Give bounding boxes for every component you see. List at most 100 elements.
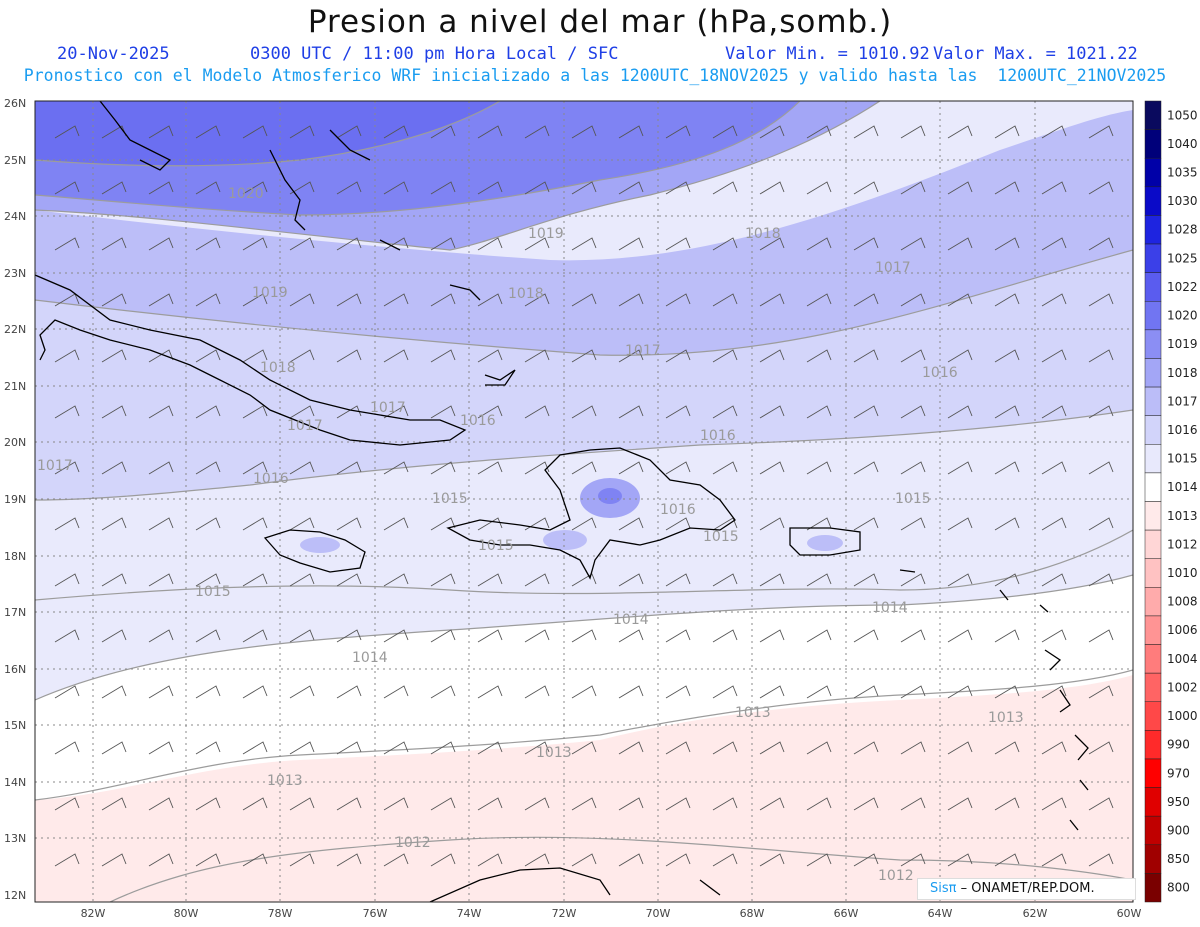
wind-barb: [806, 293, 832, 307]
wind-barb: [477, 853, 503, 867]
colorbar-label: 900: [1167, 823, 1190, 837]
wind-barb: [148, 181, 174, 195]
wind-barb: [242, 293, 268, 307]
lat-label: 15N: [4, 719, 26, 732]
wind-barb: [54, 349, 80, 363]
wind-barb: [148, 405, 174, 419]
wind-barb: [900, 629, 926, 643]
wind-barb: [383, 125, 409, 139]
wind-barb: [712, 461, 738, 475]
map-frame: [34, 100, 1134, 903]
isobar-label: 1015: [703, 529, 739, 545]
wind-barb: [430, 405, 456, 419]
wind-barb: [1088, 573, 1114, 587]
wind-barb: [383, 853, 409, 867]
wind-barb: [853, 405, 879, 419]
wind-barb: [900, 797, 926, 811]
lon-label: 72W: [552, 907, 577, 920]
wind-barb: [336, 629, 362, 643]
wind-barb: [242, 237, 268, 251]
colorbar-swatch: [1144, 701, 1162, 731]
wind-barb: [853, 853, 879, 867]
wind-barb: [806, 853, 832, 867]
wind-barb: [900, 685, 926, 699]
wind-barb: [806, 741, 832, 755]
wind-barb: [148, 741, 174, 755]
wind-barb: [712, 349, 738, 363]
colorbar-swatch: [1144, 386, 1162, 416]
bahamas-coast: [269, 129, 516, 386]
colorbar-label: 970: [1167, 766, 1190, 780]
wind-barb: [336, 349, 362, 363]
wind-barb: [524, 741, 550, 755]
wind-barb: [383, 629, 409, 643]
wind-barb: [195, 461, 221, 475]
wind-barb: [1041, 629, 1067, 643]
wind-barb: [900, 853, 926, 867]
wind-barb: [665, 741, 691, 755]
wind-barb: [1088, 237, 1114, 251]
wind-barb: [336, 293, 362, 307]
wind-barb: [101, 853, 127, 867]
wind-barb: [430, 629, 456, 643]
wind-barb: [289, 629, 315, 643]
isobar-label: 1013: [988, 710, 1024, 726]
wind-barb: [242, 797, 268, 811]
wind-barb: [712, 797, 738, 811]
wind-barb: [900, 349, 926, 363]
wind-barb: [806, 797, 832, 811]
wind-barb: [806, 181, 832, 195]
wind-barb: [665, 293, 691, 307]
wind-barb: [712, 741, 738, 755]
cuba-coast: [35, 274, 467, 446]
wind-barb: [947, 797, 973, 811]
wind-barb: [806, 573, 832, 587]
lat-label: 25N: [4, 154, 26, 167]
wind-barb: [148, 685, 174, 699]
colorbar-swatch: [1144, 587, 1162, 617]
wind-barb: [1041, 461, 1067, 475]
colorbar-swatch: [1144, 129, 1162, 159]
wind-barb: [994, 797, 1020, 811]
wind-barb: [195, 237, 221, 251]
wind-barb: [383, 685, 409, 699]
wind-barb: [618, 293, 644, 307]
wind-barb: [665, 573, 691, 587]
colorbar-label: 1030: [1167, 194, 1198, 208]
wind-barb: [477, 461, 503, 475]
wind-barb: [336, 181, 362, 195]
wind-barb: [524, 517, 550, 531]
wind-barb: [618, 237, 644, 251]
isobar-label: 1017: [625, 343, 661, 359]
lat-label: 13N: [4, 832, 26, 845]
colorbar-swatch: [1144, 415, 1162, 445]
wind-barb: [806, 405, 832, 419]
wind-barb: [524, 181, 550, 195]
wind-barb: [712, 405, 738, 419]
wind-barb: [947, 685, 973, 699]
colorbar-swatch: [1144, 672, 1162, 703]
wind-barb: [289, 237, 315, 251]
colorbar-swatch: [1144, 472, 1162, 502]
wind-barb: [195, 125, 221, 139]
wind-barb: [54, 461, 80, 475]
wind-barb: [524, 629, 550, 643]
wind-barb: [1041, 293, 1067, 307]
forecast-time: 0300 UTC / 11:00 pm Hora Local / SFC: [250, 44, 619, 64]
wind-barb: [148, 629, 174, 643]
wind-barb: [195, 685, 221, 699]
colorbar-swatch: [1144, 358, 1162, 388]
colorbar-label: 1004: [1167, 652, 1198, 666]
colorbar-swatch: [1144, 844, 1162, 874]
wind-barb: [806, 125, 832, 139]
wind-barb: [383, 181, 409, 195]
model-info: Pronostico con el Modelo Atmosferico WRF…: [23, 66, 1167, 85]
wind-barb: [759, 181, 785, 195]
wind-barb: [148, 125, 174, 139]
florida-coast: [99, 101, 172, 171]
wind-barb: [853, 349, 879, 363]
wind-barb: [900, 741, 926, 755]
wind-barb: [618, 797, 644, 811]
wind-barb: [195, 293, 221, 307]
wind-barb: [289, 125, 315, 139]
